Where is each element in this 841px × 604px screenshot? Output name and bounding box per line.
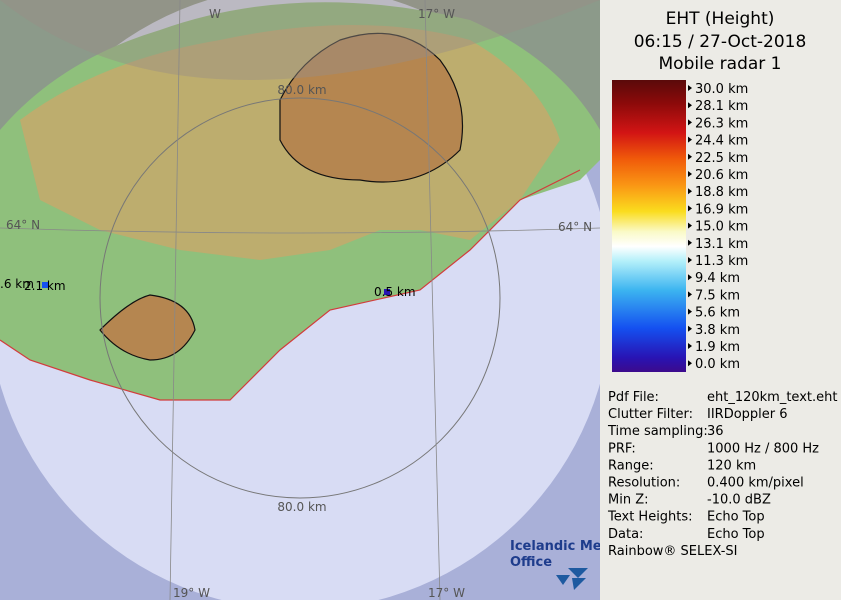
echo [384,289,390,295]
lon-label: W [209,7,221,21]
info-value: Echo Top [707,510,765,525]
info-value: 120 km [707,458,756,473]
legend-label: 30.0 km [695,82,748,97]
info-label: Clutter Filter: [608,407,693,422]
legend-label: 28.1 km [695,99,748,114]
legend-label: 24.4 km [695,134,748,149]
logo-text: Office [510,555,552,570]
coastline [0,169,581,401]
ring-label: 80.0 km [277,500,326,514]
legend-tick [688,188,692,195]
legend-tick [688,119,692,126]
legend-label: 18.8 km [695,185,748,200]
legend-label: 11.3 km [695,254,748,269]
logo-icon [556,568,588,590]
legend-label: 26.3 km [695,116,748,131]
info-value: Echo Top [707,527,765,542]
legend-label: 15.0 km [695,220,748,235]
legend: 30.0 km 28.1 km 26.3 km 24.4 km 22.5 km 20.6 … [688,82,748,372]
lat-label: 64° N [558,220,592,234]
glacier [279,32,464,183]
map: 80.0 km 80.0 km 64° N 64° N 19° W 17° W … [0,0,608,600]
echo-label: 2.1 km [24,279,66,293]
legend-label: 3.8 km [695,323,740,338]
legend-tick [688,360,692,367]
legend-label: 1.9 km [695,340,740,355]
logo-text: Icelandic Met [510,539,608,554]
info-value: 1000 Hz / 800 Hz [707,441,819,456]
info-table: Pdf File: eht_120km_text.eht Clutter Filte… [607,390,837,542]
info-label: Pdf File: [608,390,659,405]
legend-label: 20.6 km [695,168,748,183]
info-value: -10.0 dBZ [707,493,771,508]
subtitle: Mobile radar 1 [659,54,782,74]
legend-tick [688,102,692,109]
legend-label: 7.5 km [695,288,740,303]
info-label: Data: [608,527,643,542]
legend-tick [688,308,692,315]
info-label: Time sampling: [607,424,708,439]
lon-label: 17° W [418,7,455,21]
lon-label: 19° W [173,586,210,600]
info-value: IIRDoppler 6 [707,407,788,422]
info-value: 0.400 km/pixel [707,476,804,491]
legend-tick [688,205,692,212]
title: EHT (Height) [666,9,775,29]
glacier [99,294,196,361]
legend-label: 16.9 km [695,202,748,217]
info-label: Resolution: [608,476,680,491]
legend-tick [688,85,692,91]
footer: Rainbow® SELEX-SI [608,544,738,559]
legend-tick [688,274,692,281]
legend-label: 13.1 km [695,237,748,252]
legend-tick [688,257,692,263]
echo-label: 0.5 km [374,285,416,299]
echo-label: .6 km [0,277,34,291]
graticule [0,0,600,600]
lon-label: 17° W [428,586,465,600]
echo [42,282,48,288]
legend-tick [688,136,692,143]
legend-tick [688,171,692,177]
info-label: Min Z: [608,493,649,508]
legend-tick [688,222,692,229]
ring-label: 80.0 km [277,83,326,97]
legend-tick [688,325,692,332]
legend-tick [688,239,692,246]
legend-tick [688,343,692,349]
legend-tick [688,291,692,298]
legend-label: 0.0 km [695,357,740,372]
lat-label: 64° N [6,218,40,232]
range-ring [99,97,501,499]
legend-label: 22.5 km [695,151,748,166]
legend-tick [688,153,692,160]
info-value: eht_120km_text.eht [707,390,837,405]
outer-shade [0,0,600,80]
info-label: PRF: [608,441,636,456]
legend-label: 9.4 km [695,271,740,286]
legend-label: 5.6 km [695,306,740,321]
subtitle: 06:15 / 27-Oct-2018 [634,32,807,52]
info-label: Range: [608,458,654,473]
info-label: Text Heights: [607,510,693,525]
info-value: 36 [707,424,724,439]
color-scale [612,80,686,372]
